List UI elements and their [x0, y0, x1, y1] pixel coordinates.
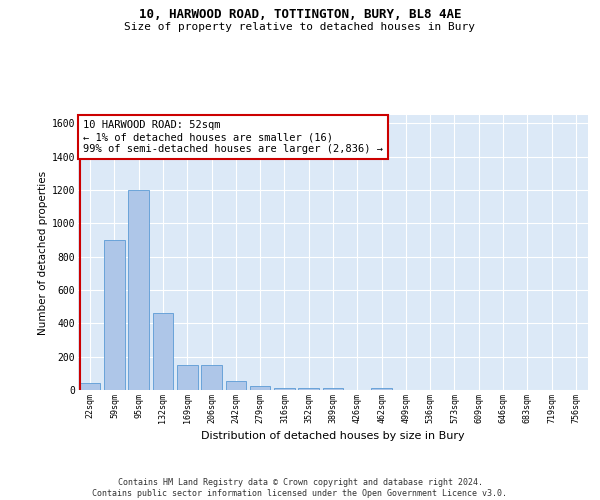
Bar [298, 388, 319, 390]
Text: 10 HARWOOD ROAD: 52sqm
← 1% of detached houses are smaller (16)
99% of semi-deta: 10 HARWOOD ROAD: 52sqm ← 1% of detached … [83, 120, 383, 154]
Bar [177, 365, 197, 390]
Text: Contains HM Land Registry data © Crown copyright and database right 2024.
Contai: Contains HM Land Registry data © Crown c… [92, 478, 508, 498]
Bar [250, 386, 271, 390]
Bar [152, 314, 173, 390]
Text: 10, HARWOOD ROAD, TOTTINGTON, BURY, BL8 4AE: 10, HARWOOD ROAD, TOTTINGTON, BURY, BL8 … [139, 8, 461, 20]
Bar [104, 240, 125, 390]
Bar [274, 388, 295, 390]
Bar [226, 381, 246, 390]
Bar [323, 388, 343, 390]
X-axis label: Distribution of detached houses by size in Bury: Distribution of detached houses by size … [201, 431, 465, 441]
Text: Size of property relative to detached houses in Bury: Size of property relative to detached ho… [125, 22, 476, 32]
Bar [80, 382, 100, 390]
Bar [201, 365, 222, 390]
Bar [128, 190, 149, 390]
Bar [371, 388, 392, 390]
Y-axis label: Number of detached properties: Number of detached properties [38, 170, 47, 334]
